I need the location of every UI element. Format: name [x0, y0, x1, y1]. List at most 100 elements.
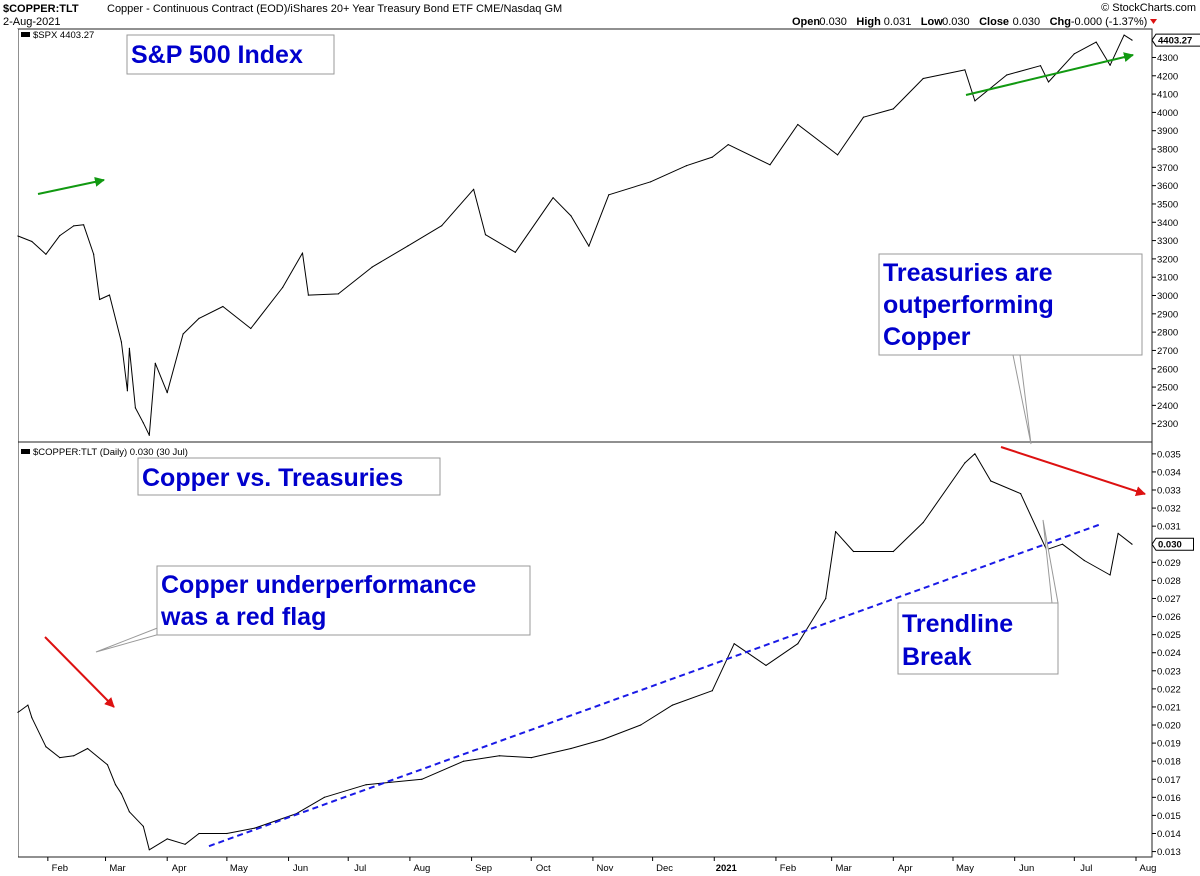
upper-point-18	[198, 317, 200, 319]
lower-y-tick-label-1: 0.014	[1157, 829, 1181, 840]
ohlc-value-2: 0.030	[942, 16, 970, 28]
lower-point-12	[148, 849, 150, 851]
upper-point-40	[797, 123, 799, 126]
upper-y-tick-label-19: 4200	[1157, 71, 1178, 82]
upper-y-tick-label-4: 2700	[1157, 346, 1178, 357]
ohlc-label-3: Close	[979, 16, 1009, 28]
ohlc-label-0: Open	[792, 16, 820, 28]
upper-point-4	[73, 225, 75, 227]
lower-y-tick-label-10: 0.023	[1157, 666, 1181, 677]
x-tick-label-16: Jun	[1019, 863, 1034, 874]
upper-y-tick-label-18: 4100	[1157, 90, 1178, 101]
upper-series-label: $SPX 4403.27	[21, 30, 94, 41]
upper-point-45	[964, 69, 966, 71]
lower-y-tick-label-0: 0.013	[1157, 847, 1181, 858]
lower-point-16	[226, 832, 228, 835]
upper-point-29	[484, 234, 487, 236]
x-tick-label-1: Mar	[109, 863, 125, 874]
annotation-sp500-line-1: S&P 500 Index	[131, 41, 303, 69]
x-tick-label-8: Oct	[536, 863, 551, 874]
upper-point-9	[120, 341, 122, 343]
upper-y-tick-label-16: 3900	[1157, 126, 1178, 137]
green-arrow-right	[965, 52, 1134, 96]
x-tick-label-10: Dec	[656, 863, 673, 874]
annotation-sp500-box	[126, 34, 335, 75]
ohlc-value-1: 0.031	[884, 16, 912, 28]
lower-point-30	[733, 643, 735, 645]
current-value-markers: 4403.27 0.030	[1151, 33, 1200, 551]
annotation-copper-vs-treasuries: Copper vs. Treasuries	[137, 457, 441, 496]
annotation-treasuries-pointer	[1012, 354, 1032, 445]
upper-y-tick-label-11: 3400	[1157, 218, 1178, 229]
annotation-underperformance-line-2: was a red flag	[160, 603, 326, 631]
annotation-copper-vs-treasuries-line-1: Copper vs. Treasuries	[142, 464, 403, 492]
x-tick-label-11: 2021	[716, 863, 738, 874]
stockcharts-watermark: © StockCharts.com	[1101, 2, 1196, 14]
upper-y-tick-label-17: 4000	[1157, 108, 1178, 119]
upper-point-28	[473, 188, 475, 190]
ohlc-readout: Open 0.030 High 0.031 Low 0.030 Close 0.030 Chg -…	[792, 16, 1147, 28]
lower-point-44	[1083, 559, 1085, 562]
lower-y-tick-label-7: 0.020	[1157, 721, 1181, 732]
lower-y-tick-label-4: 0.017	[1157, 775, 1181, 786]
ohlc-value-4: -0.000 (-1.37%)	[1071, 16, 1147, 28]
left-gutter	[0, 29, 18, 876]
ohlc-value-3: 0.030	[1013, 16, 1041, 28]
lower-point-20	[365, 784, 367, 786]
upper-y-tick-label-5: 2800	[1157, 328, 1178, 339]
x-tick-label-9: Nov	[596, 863, 613, 874]
upper-point-16	[166, 392, 168, 394]
lower-y-tick-label-6: 0.019	[1157, 739, 1181, 750]
lower-point-7	[106, 764, 109, 766]
upper-point-49	[1047, 81, 1050, 83]
ohlc-label-4: Chg	[1050, 16, 1071, 28]
lower-point-33	[825, 597, 827, 600]
x-tick-label-14: Apr	[898, 863, 913, 874]
upper-point-33	[588, 245, 590, 247]
header-description: Copper - Continuous Contract (EOD)/iShar…	[107, 3, 562, 15]
red-arrow-left	[44, 636, 115, 708]
lower-point-0	[17, 711, 19, 714]
upper-point-51	[1095, 41, 1097, 43]
upper-y-tick-label-3: 2600	[1157, 364, 1178, 375]
upper-point-43	[892, 108, 894, 110]
x-tick-label-5: Jul	[354, 863, 366, 874]
lower-point-25	[570, 747, 572, 750]
lower-y-axis: 0.013 0.014 0.015 0.016 0.017 0.018 0.019 0.020…	[1152, 449, 1181, 858]
lower-point-27	[640, 724, 642, 726]
x-tick-label-17: Jul	[1080, 863, 1092, 874]
annotation-sp500: S&P 500 Index	[126, 34, 335, 75]
lower-y-tick-label-9: 0.022	[1157, 684, 1181, 695]
trendline-group	[208, 523, 1101, 848]
upper-point-27	[441, 225, 443, 227]
lower-point-43	[1061, 543, 1063, 545]
lower-y-tick-label-5: 0.018	[1157, 757, 1181, 768]
upper-point-15	[154, 362, 156, 364]
annotation-trendline-break-line-1: Trendline	[902, 610, 1013, 638]
lower-series	[17, 453, 1133, 851]
upper-price-line	[17, 34, 1133, 436]
upper-point-48	[1039, 65, 1042, 67]
lower-point-29	[711, 690, 713, 692]
annotation-treasuries-line-3: Copper	[883, 323, 971, 351]
chart-header: $COPPER:TLT Copper - Continuous Contract…	[3, 2, 1196, 28]
ohlc-value-0: 0.030	[819, 16, 847, 28]
x-axis: Feb Mar Apr May Jun Jul Aug Sep Oct Nov Dec 2021 Feb…	[47, 857, 1156, 874]
ohlc-label-2: Low	[921, 16, 943, 28]
annotation-treasuries-line-2: outperforming	[883, 291, 1054, 319]
lower-y-tick-label-16: 0.029	[1157, 558, 1181, 569]
lower-point-32	[797, 643, 799, 645]
annotation-trendline-break-pointer	[1042, 519, 1059, 604]
upper-current-value-box	[1151, 33, 1200, 47]
upper-point-14	[148, 434, 150, 436]
lower-series-label-text: $COPPER:TLT (Daily) 0.030 (30 Jul)	[33, 447, 188, 458]
x-tick-label-2: Apr	[172, 863, 187, 874]
lower-point-2	[31, 717, 33, 719]
lower-y-tick-label-17: 0.031	[1157, 522, 1181, 533]
lower-point-41	[1020, 493, 1022, 495]
lower-point-11	[142, 825, 144, 827]
upper-point-44	[922, 77, 924, 80]
lower-point-38	[964, 462, 966, 464]
upper-y-tick-label-7: 3000	[1157, 291, 1178, 302]
